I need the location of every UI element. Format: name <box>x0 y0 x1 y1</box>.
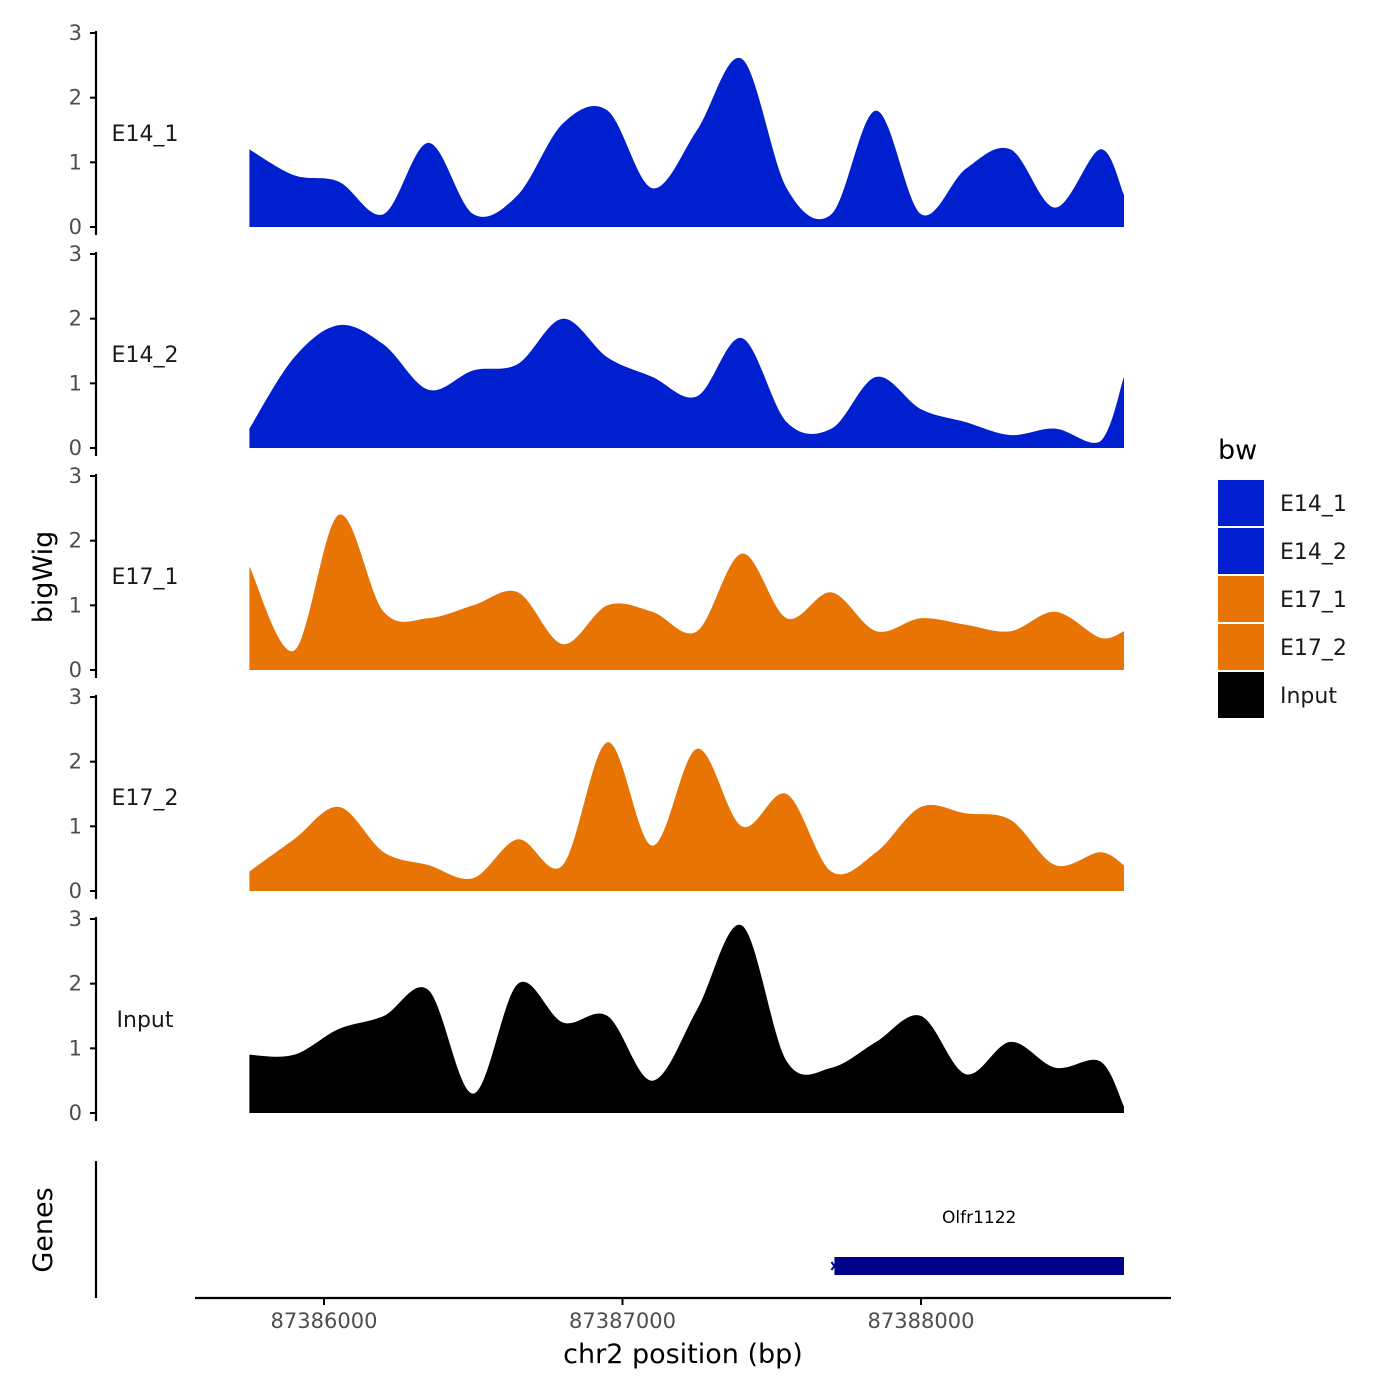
track-e14-1: 0 1 2 3 E14_1 <box>69 21 1124 239</box>
legend-swatch <box>1218 480 1264 526</box>
x-tick-label: 87388000 <box>868 1309 975 1333</box>
legend-label: E14_1 <box>1280 492 1347 517</box>
y-tick-label: 1 <box>69 593 82 617</box>
y-tick-label: 2 <box>69 86 82 110</box>
legend-entry-e14-1: E14_1 <box>1218 480 1347 526</box>
legend-label: E14_2 <box>1280 540 1347 565</box>
x-axis: 87386000 87387000 87388000 chr2 position (… <box>195 1296 1171 1370</box>
y-tick-label: 0 <box>69 215 82 239</box>
x-tick-label: 87387000 <box>569 1309 676 1333</box>
genes-axis-title: Genes <box>28 1187 59 1272</box>
x-tick-label: 87386000 <box>271 1309 378 1333</box>
y-tick-label: 0 <box>69 879 82 903</box>
y-tick-label: 3 <box>69 685 82 709</box>
coverage-tracks: 0 1 2 3 E14_1 0 1 2 3 E14_2 0 1 2 3 E17_1 0 1 2 3 E17_2 0 1 2 3… <box>69 21 1124 1125</box>
legend-entry-e17-1: E17_1 <box>1218 576 1347 622</box>
track-e17-2: 0 1 2 3 E17_2 <box>69 685 1124 903</box>
legend-entries: E14_1 E14_2 E17_1 E17_2 Input <box>1218 480 1347 718</box>
gene-strand-mark <box>830 1261 839 1271</box>
y-tick-label: 1 <box>69 150 82 174</box>
y-tick-label: 2 <box>69 972 82 996</box>
area-e14-2 <box>249 318 1124 448</box>
y-tick-label: 0 <box>69 436 82 460</box>
legend-swatch <box>1218 528 1264 574</box>
track-e14-2: 0 1 2 3 E14_2 <box>69 242 1124 460</box>
area-e17-2 <box>249 742 1124 891</box>
legend-title: bw <box>1218 435 1257 466</box>
legend-swatch <box>1218 624 1264 670</box>
legend: bw E14_1 E14_2 E17_1 E17_2 Input <box>1218 435 1347 718</box>
area-input <box>249 924 1124 1113</box>
legend-label: Input <box>1280 684 1337 709</box>
track-label-e17-1: E17_1 <box>112 565 179 590</box>
area-e14-1 <box>249 57 1124 227</box>
track-label-e14-1: E14_1 <box>112 122 179 147</box>
legend-swatch <box>1218 576 1264 622</box>
legend-label: E17_1 <box>1280 588 1347 613</box>
y-tick-label: 3 <box>69 464 82 488</box>
y-tick-label: 0 <box>69 1101 82 1125</box>
y-tick-label: 1 <box>69 1036 82 1060</box>
track-e17-1: 0 1 2 3 E17_1 <box>69 464 1124 682</box>
y-tick-label: 2 <box>69 307 82 331</box>
y-tick-label: 1 <box>69 371 82 395</box>
gene-olfr1122: Olfr1122 <box>830 1208 1124 1275</box>
x-axis-title: chr2 position (bp) <box>563 1339 803 1370</box>
y-tick-label: 1 <box>69 814 82 838</box>
x-ticks: 87386000 87387000 87388000 <box>271 1298 975 1333</box>
y-tick-label: 2 <box>69 529 82 553</box>
track-label-e14-2: E14_2 <box>112 343 179 368</box>
legend-swatch <box>1218 672 1264 718</box>
gene-body <box>834 1257 1124 1275</box>
y-tick-label: 3 <box>69 907 82 931</box>
track-label-e17-2: E17_2 <box>112 786 179 811</box>
legend-entry-e17-2: E17_2 <box>1218 624 1347 670</box>
area-e17-1 <box>249 514 1124 670</box>
genes-panel: Genes Olfr1122 <box>28 1161 1124 1298</box>
y-tick-label: 3 <box>69 242 82 266</box>
track-input: 0 1 2 3 Input <box>69 907 1124 1125</box>
legend-label: E17_2 <box>1280 636 1347 661</box>
legend-entry-input: Input <box>1218 672 1337 718</box>
y-tick-label: 3 <box>69 21 82 45</box>
y-tick-label: 0 <box>69 658 82 682</box>
y-axis-title: bigWig <box>28 531 59 624</box>
gene-shapes: Olfr1122 <box>830 1208 1124 1275</box>
y-tick-label: 2 <box>69 750 82 774</box>
track-label-input: Input <box>117 1008 174 1033</box>
gene-label: Olfr1122 <box>942 1208 1016 1228</box>
legend-entry-e14-2: E14_2 <box>1218 528 1347 574</box>
